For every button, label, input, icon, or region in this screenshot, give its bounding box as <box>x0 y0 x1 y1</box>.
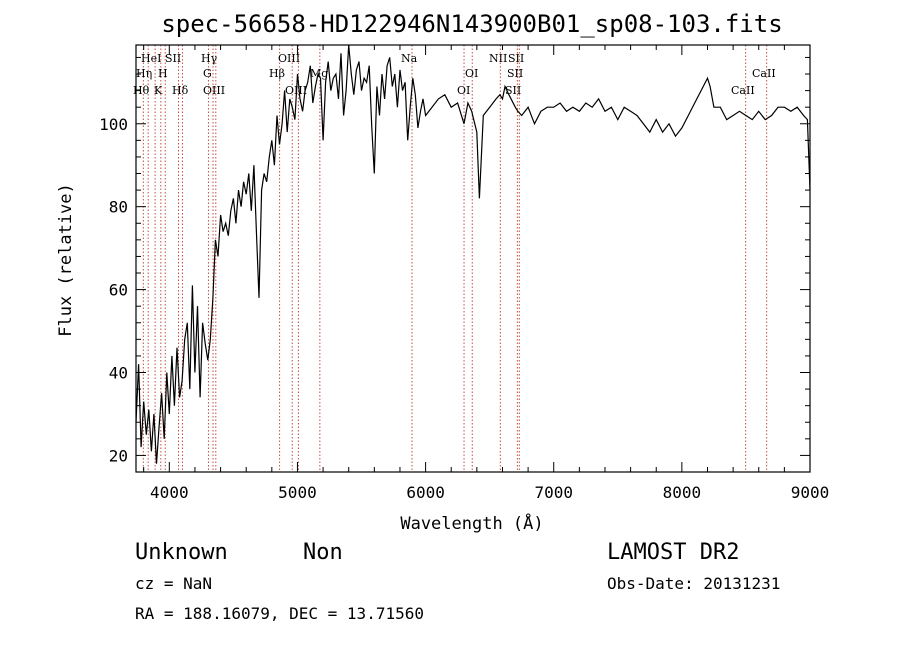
label-mg: Mg <box>310 67 328 80</box>
chart-title: spec-56658-HD122946N143900B01_sp08-103.f… <box>161 10 782 38</box>
object-subclass: Non <box>303 540 343 565</box>
y-tick-label: 80 <box>109 198 128 217</box>
y-tick-label: 100 <box>99 115 128 134</box>
label-sii-2: SII <box>508 52 524 65</box>
y-axis-label: Flux (relative) <box>56 183 76 337</box>
x-tick-label: 8000 <box>663 483 702 502</box>
label-sii-4: SII <box>505 84 521 97</box>
label-hbeta: Hβ <box>269 67 285 80</box>
coordinates: RA = 188.16079, DEC = 13.71560 <box>135 604 424 623</box>
label-sii-1: SII <box>165 52 181 65</box>
x-axis-label: Wavelength (Å) <box>400 512 543 534</box>
x-tick-label: 4000 <box>150 483 189 502</box>
spectrum-series-line <box>135 44 811 464</box>
label-na: Na <box>401 52 418 65</box>
label-k: K <box>154 84 163 97</box>
label-hdelta: Hδ <box>172 84 189 97</box>
label-sii-3: SII <box>507 67 523 80</box>
y-axis-ticks: 20 40 60 80 100 <box>99 56 810 465</box>
observation-date: Obs-Date: 20131231 <box>607 574 780 593</box>
label-oi: OI <box>465 67 478 80</box>
label-htheta: Hθ <box>133 84 150 97</box>
label-h: H <box>158 67 168 80</box>
x-tick-label: 5000 <box>278 483 317 502</box>
label-oi-2: OI <box>457 84 470 97</box>
label-oiii-3: OIII <box>285 84 307 97</box>
x-tick-label: 7000 <box>534 483 573 502</box>
redshift-cz: cz = NaN <box>135 574 212 593</box>
label-caii-1: CaII <box>731 84 755 97</box>
label-hei: HeI <box>141 52 161 65</box>
plot-frame <box>135 44 811 473</box>
survey-name: LAMOST DR2 <box>607 540 739 565</box>
label-heta: Hη <box>136 67 152 80</box>
label-nii: NII <box>489 52 507 65</box>
label-caii-2: CaII <box>752 67 776 80</box>
label-oiii-2: OIII <box>278 52 300 65</box>
label-oiii-1: OIII <box>203 84 225 97</box>
y-tick-label: 40 <box>109 364 128 383</box>
x-tick-label: 9000 <box>791 483 830 502</box>
object-class: Unknown <box>135 540 228 565</box>
line-labels: HeI SII Hη H Hθ K Hδ Hγ G OIII OIII Hβ O… <box>133 52 776 97</box>
spectral-line-markers <box>142 45 768 472</box>
x-axis-ticks: 4000 5000 6000 7000 8000 9000 <box>143 45 830 502</box>
y-tick-label: 20 <box>109 446 128 465</box>
x-tick-label: 6000 <box>406 483 445 502</box>
label-hgamma: Hγ <box>201 52 218 65</box>
label-g: G <box>203 67 212 80</box>
y-tick-label: 60 <box>109 281 128 300</box>
